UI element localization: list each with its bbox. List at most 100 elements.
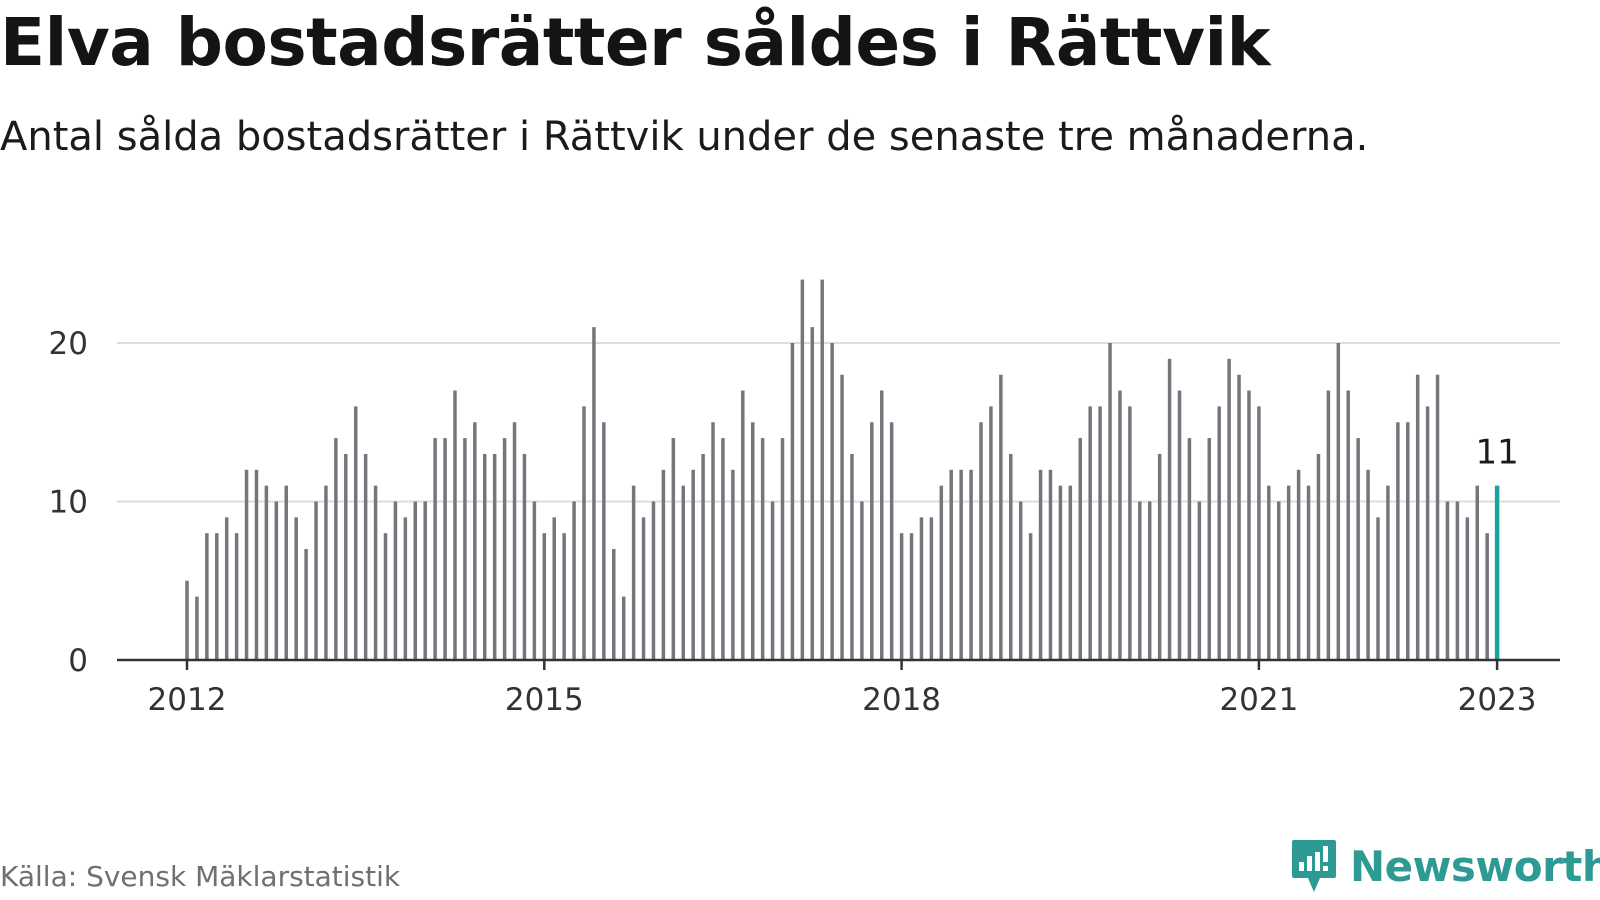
- bar: [1157, 453, 1162, 660]
- bar: [1138, 501, 1142, 660]
- bar: [899, 533, 904, 660]
- bar: [671, 438, 676, 660]
- bar: [304, 549, 308, 660]
- bar: [1147, 501, 1152, 660]
- bar: [860, 501, 864, 660]
- bar: [919, 517, 924, 660]
- bar: [790, 343, 795, 660]
- bar: [681, 485, 685, 660]
- bar: [373, 485, 378, 660]
- bar: [1247, 390, 1251, 660]
- bar: [989, 406, 993, 660]
- bar: [582, 406, 586, 660]
- bar: [552, 517, 556, 660]
- bar: [185, 580, 189, 660]
- bar: [393, 501, 398, 660]
- chart-title: Elva bostadsrätter såldes i Rättvik: [0, 4, 1271, 81]
- bar: [473, 422, 477, 660]
- bar: [502, 438, 507, 660]
- bar: [621, 596, 626, 660]
- bar: [1108, 343, 1112, 660]
- bar: [463, 438, 467, 660]
- bar: [1386, 485, 1390, 660]
- bar: [274, 501, 279, 660]
- bar: [1207, 438, 1212, 660]
- bar: [760, 438, 765, 660]
- bar: [820, 279, 824, 660]
- bar: [889, 422, 894, 660]
- bar: [1435, 374, 1440, 660]
- bar: [840, 374, 844, 660]
- bar: [602, 422, 606, 660]
- bar: [234, 533, 239, 660]
- x-tick-label: 2023: [1458, 682, 1537, 718]
- bar: [1326, 390, 1331, 660]
- bar: [721, 438, 725, 660]
- y-tick-label: 10: [49, 485, 88, 521]
- brand-name: Newsworthy: [1350, 841, 1600, 891]
- brand-logo: Newsworthy: [1290, 838, 1600, 894]
- bar: [344, 453, 348, 660]
- bar: [1316, 453, 1321, 660]
- bar: [433, 438, 437, 660]
- bar: [1485, 533, 1489, 660]
- bar: [780, 438, 785, 660]
- bar: [244, 469, 249, 660]
- bar: [939, 485, 944, 660]
- bar: [731, 469, 735, 660]
- bar: [1098, 406, 1102, 660]
- bar-highlight: [1494, 485, 1500, 660]
- bar: [383, 533, 388, 660]
- bar: [413, 501, 418, 660]
- chart-subtitle: Antal sålda bostadsrätter i Rättvik unde…: [0, 114, 1369, 160]
- bar: [483, 453, 487, 660]
- bar: [294, 517, 298, 660]
- bar: [1197, 501, 1202, 660]
- bar: [1028, 533, 1033, 660]
- bar: [334, 438, 338, 660]
- bar: [443, 438, 447, 660]
- bar: [353, 406, 358, 660]
- bar: [1445, 501, 1450, 660]
- bar: [661, 469, 666, 660]
- bar: [1177, 390, 1182, 660]
- newsworthy-logo-icon: [1292, 840, 1336, 892]
- bar: [522, 453, 527, 660]
- bar: [612, 549, 616, 660]
- y-tick-label: 0: [68, 643, 88, 679]
- bar: [1475, 485, 1479, 660]
- bar: [929, 517, 934, 660]
- bar: [631, 485, 636, 660]
- bar: [1286, 485, 1291, 660]
- bar: [701, 453, 705, 660]
- bar: [363, 453, 368, 660]
- bar: [1465, 517, 1470, 660]
- bar: [562, 533, 566, 660]
- y-tick-label: 20: [49, 326, 88, 362]
- bar: [1425, 406, 1430, 660]
- bar: [284, 485, 288, 660]
- bar: [979, 422, 983, 660]
- bar: [195, 596, 199, 660]
- bar: [1088, 406, 1092, 660]
- bar: [205, 533, 209, 660]
- bar: [1346, 390, 1350, 660]
- source-note: Källa: Svensk Mäklarstatistik: [0, 860, 401, 893]
- bar: [1406, 422, 1410, 660]
- bar: [830, 343, 834, 660]
- bar: [1167, 358, 1172, 660]
- bar: [254, 469, 259, 660]
- bar: [1078, 438, 1082, 660]
- last-value-label: 11: [1475, 433, 1518, 473]
- bar: [1018, 501, 1023, 660]
- bar: [423, 501, 427, 660]
- bar: [969, 469, 973, 660]
- bar: [532, 501, 537, 660]
- bar: [314, 501, 318, 660]
- bar: [750, 422, 755, 660]
- bar: [592, 327, 596, 660]
- bar: [1376, 517, 1380, 660]
- bar: [880, 390, 884, 660]
- bar: [572, 501, 576, 660]
